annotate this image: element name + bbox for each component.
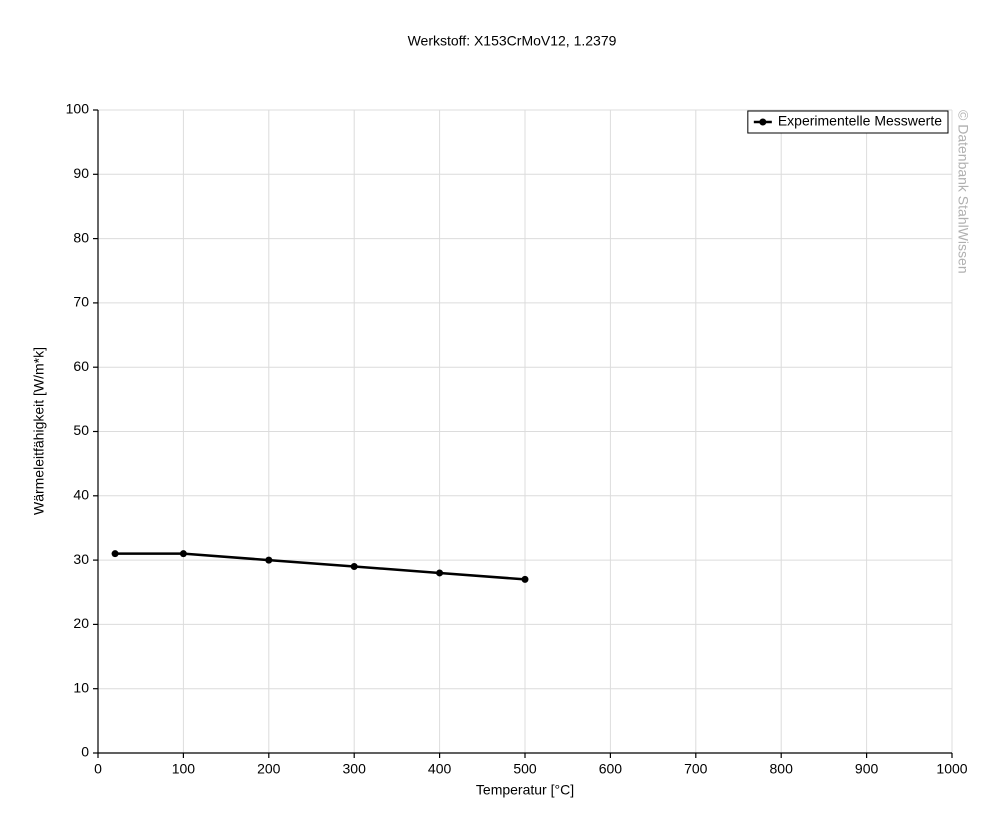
x-tick-label: 600	[599, 761, 623, 777]
y-tick-label: 0	[81, 744, 89, 760]
y-tick-label: 20	[73, 615, 89, 631]
y-tick-label: 90	[73, 165, 89, 181]
y-tick-label: 50	[73, 422, 89, 438]
x-tick-label: 100	[172, 761, 196, 777]
y-axis-label: Wärmeleitfähigkeit [W/m*k]	[31, 347, 47, 515]
data-point	[179, 550, 187, 558]
y-tick-label: 80	[73, 229, 89, 245]
x-tick-label: 900	[855, 761, 879, 777]
y-tick-label: 100	[66, 101, 90, 117]
data-point	[436, 569, 444, 577]
data-point	[265, 556, 273, 564]
x-axis-label: Temperatur [°C]	[476, 782, 574, 798]
x-tick-label: 0	[94, 761, 102, 777]
x-tick-label: 200	[257, 761, 281, 777]
y-tick-label: 40	[73, 487, 89, 503]
x-tick-label: 1000	[936, 761, 967, 777]
data-point	[521, 575, 529, 583]
y-tick-label: 10	[73, 679, 89, 695]
legend-box	[747, 110, 949, 134]
x-tick-label: 400	[428, 761, 452, 777]
x-tick-label: 500	[513, 761, 537, 777]
legend-marker	[759, 118, 767, 126]
watermark: © Datenbank StahlWissen	[955, 110, 971, 274]
data-point	[350, 563, 358, 571]
x-tick-label: 800	[770, 761, 794, 777]
data-point	[111, 550, 119, 558]
x-tick-label: 300	[343, 761, 367, 777]
legend-label: Experimentelle Messwerte	[778, 113, 942, 129]
y-tick-label: 60	[73, 358, 89, 374]
chart-title: Werkstoff: X153CrMoV12, 1.2379	[408, 33, 617, 49]
x-tick-label: 700	[684, 761, 708, 777]
y-tick-label: 70	[73, 294, 89, 310]
y-tick-label: 30	[73, 551, 89, 567]
series-line	[115, 552, 526, 581]
